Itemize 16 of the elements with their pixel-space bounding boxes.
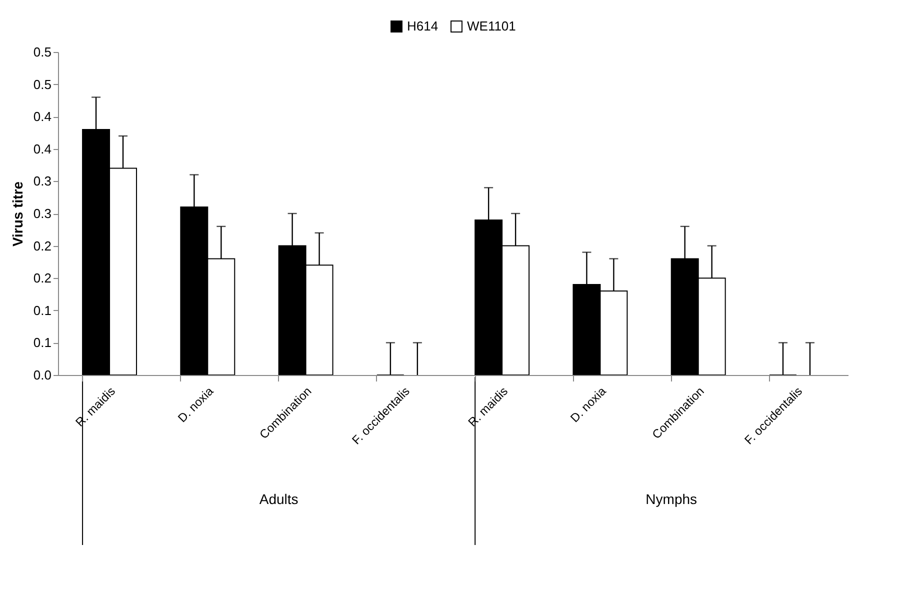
y-tick-label: 0.1 xyxy=(33,335,52,350)
y-tick-label: 0.2 xyxy=(33,238,52,254)
y-tick-label: 0.3 xyxy=(33,174,52,189)
y-tick-label: 0.4 xyxy=(33,109,52,124)
legend-label: H614 xyxy=(407,18,438,34)
y-tick-label: 0.5 xyxy=(33,76,52,92)
y-tick-label: 0.5 xyxy=(33,44,52,60)
y-tick-label: 0.3 xyxy=(33,206,52,221)
legend-label: WE1101 xyxy=(467,18,516,34)
y-tick-label: 0.4 xyxy=(33,141,52,156)
y-tick-label: 0.2 xyxy=(33,270,52,286)
text: Adults xyxy=(259,491,298,507)
y-axis-title: Virus titre xyxy=(9,181,26,247)
y-tick-label: 0.1 xyxy=(33,302,52,318)
text: Nymphs xyxy=(646,491,698,507)
y-tick-label: 0.0 xyxy=(33,368,52,382)
